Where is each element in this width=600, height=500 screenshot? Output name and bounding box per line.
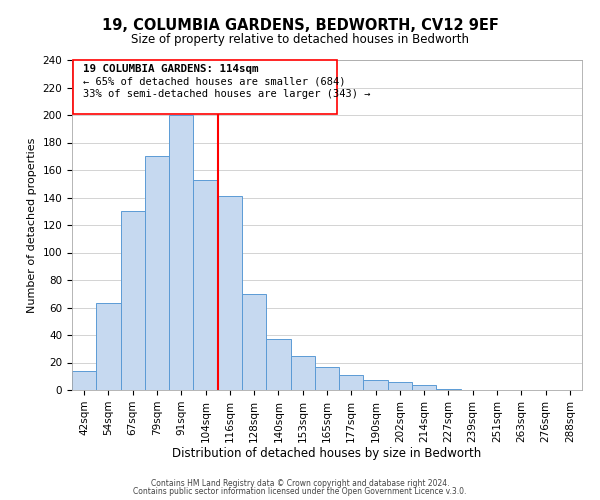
Text: Size of property relative to detached houses in Bedworth: Size of property relative to detached ho… [131,32,469,46]
Bar [436,388,461,390]
Bar [412,384,436,390]
Bar [72,371,96,390]
Bar [290,356,315,390]
Bar [388,382,412,390]
Bar [339,375,364,390]
Text: 19, COLUMBIA GARDENS, BEDWORTH, CV12 9EF: 19, COLUMBIA GARDENS, BEDWORTH, CV12 9EF [101,18,499,32]
Text: 19 COLUMBIA GARDENS: 114sqm: 19 COLUMBIA GARDENS: 114sqm [83,64,259,74]
Bar [121,211,145,390]
Text: Contains HM Land Registry data © Crown copyright and database right 2024.: Contains HM Land Registry data © Crown c… [151,478,449,488]
Text: Contains public sector information licensed under the Open Government Licence v.: Contains public sector information licen… [133,487,467,496]
Bar [145,156,169,390]
Bar [96,304,121,390]
Bar [315,366,339,390]
Bar [193,180,218,390]
FancyBboxPatch shape [73,60,337,114]
X-axis label: Distribution of detached houses by size in Bedworth: Distribution of detached houses by size … [172,448,482,460]
Bar [242,294,266,390]
Bar [169,115,193,390]
Bar [266,339,290,390]
Text: ← 65% of detached houses are smaller (684): ← 65% of detached houses are smaller (68… [83,76,346,86]
Bar [218,196,242,390]
Text: 33% of semi-detached houses are larger (343) →: 33% of semi-detached houses are larger (… [83,89,371,99]
Y-axis label: Number of detached properties: Number of detached properties [27,138,37,312]
Bar [364,380,388,390]
